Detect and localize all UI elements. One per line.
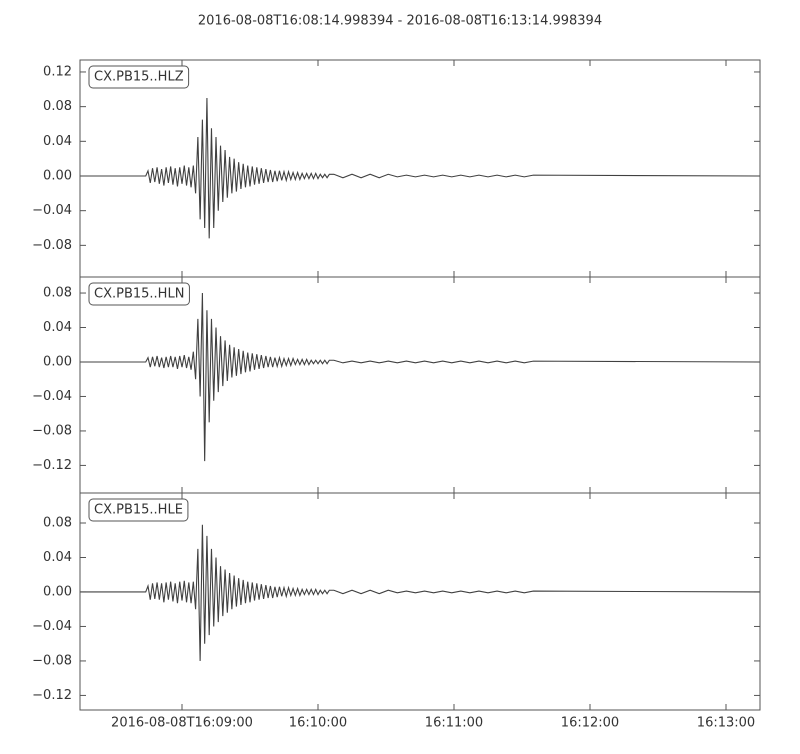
x-tick-label: 16:12:00	[561, 716, 619, 731]
y-tick-label: −0.04	[32, 389, 72, 404]
y-tick-label: −0.12	[32, 458, 72, 473]
x-tick-label: 2016-08-08T16:09:00	[111, 716, 253, 731]
waveform	[80, 293, 760, 462]
x-tick-label: 16:11:00	[425, 716, 483, 731]
y-tick-label: 0.08	[43, 516, 72, 531]
trace-label-box	[88, 282, 190, 306]
y-tick-label: −0.08	[32, 238, 72, 253]
waveform	[80, 524, 760, 661]
y-tick-label: 0.00	[43, 354, 72, 369]
trace-label: CX.PB15..HLE	[94, 503, 183, 518]
y-tick-label: −0.04	[32, 203, 72, 218]
trace-label: CX.PB15..HLZ	[94, 70, 184, 85]
panel-frame	[79, 492, 761, 711]
y-tick-label: 0.04	[43, 550, 72, 565]
y-tick-label: −0.04	[32, 619, 72, 634]
waveform	[80, 97, 760, 239]
y-tick-label: 0.04	[43, 134, 72, 149]
panel-frame	[79, 276, 761, 494]
y-tick-label: 0.00	[43, 168, 72, 183]
y-tick-label: −0.08	[32, 653, 72, 668]
chart-title: 2016-08-08T16:08:14.998394 - 2016-08-08T…	[198, 14, 602, 29]
y-tick-label: 0.00	[43, 584, 72, 599]
trace-label-box	[88, 65, 190, 89]
x-tick-label: 16:10:00	[289, 716, 347, 731]
y-tick-label: 0.04	[43, 320, 72, 335]
y-tick-label: −0.08	[32, 423, 72, 438]
panel-frame	[79, 59, 761, 278]
trace-label-box	[88, 498, 189, 522]
y-tick-label: 0.08	[43, 286, 72, 301]
trace-label: CX.PB15..HLN	[94, 287, 184, 302]
x-tick-label: 16:13:00	[697, 716, 755, 731]
y-tick-label: 0.12	[43, 64, 72, 79]
y-tick-label: −0.12	[32, 688, 72, 703]
y-tick-label: 0.08	[43, 99, 72, 114]
